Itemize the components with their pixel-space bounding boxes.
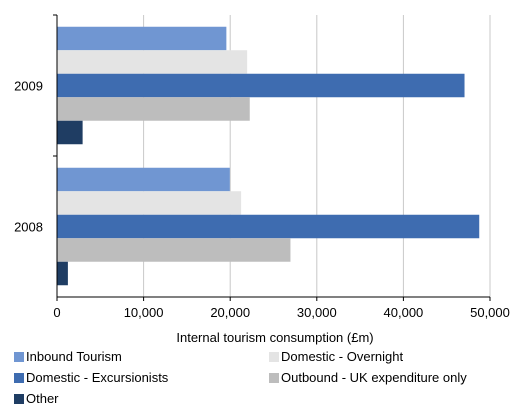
- legend-swatch: [269, 351, 279, 362]
- legend-label: Other: [26, 391, 59, 406]
- x-tick-label: 40,000: [384, 305, 424, 320]
- bar-other-2008: [57, 261, 68, 286]
- bar-domestic-excursionists-2009: [57, 73, 465, 98]
- bar-other-2009: [57, 120, 83, 145]
- bar-domestic-excursionists-2008: [57, 214, 480, 239]
- x-tick-label: 10,000: [124, 305, 164, 320]
- legend-swatch: [14, 351, 24, 362]
- bar-inbound-tourism-2009: [57, 26, 227, 51]
- chart-svg: 0 10,000 20,000 30,000 40,000 50,00020092008 …: [14, 14, 510, 345]
- y-tick-label: 2008: [14, 220, 43, 235]
- axes: 0 10,000 20,000 30,000 40,000 50,000 2009 2008: [14, 14, 510, 320]
- x-axis-title: Internal tourism consumption (£m): [176, 330, 373, 345]
- bar-inbound-tourism-2008: [57, 167, 230, 192]
- legend-item: Domestic - Overnight: [269, 349, 403, 364]
- x-tick-label: 0: [53, 305, 60, 320]
- legend-swatch: [14, 372, 24, 383]
- legend-label: Domestic - Excursionists: [26, 370, 169, 385]
- legend-item: Domestic - Excursionists: [14, 370, 168, 385]
- bar-domestic-overnight-2008: [57, 191, 242, 215]
- x-tick-label: 30,000: [297, 305, 337, 320]
- x-tick-label: 20,000: [210, 305, 250, 320]
- legend-label: Outbound - UK expenditure only: [281, 370, 467, 385]
- bars: [57, 26, 480, 286]
- legend-item: Outbound - UK expenditure only: [269, 370, 467, 385]
- legend-item: Inbound Tourism: [14, 349, 122, 364]
- y-tick-label: 2009: [14, 79, 43, 94]
- bar-outbound-uk-expenditure-only-2008: [57, 238, 291, 262]
- x-tick-label: 50,000: [470, 305, 510, 320]
- legend-swatch: [14, 393, 24, 404]
- bar-outbound-uk-expenditure-only-2009: [57, 97, 250, 121]
- bar-domestic-overnight-2009: [57, 50, 248, 74]
- legend-label: Domestic - Overnight: [281, 349, 404, 364]
- legend-item: Other: [14, 391, 59, 406]
- legend-label: Inbound Tourism: [26, 349, 122, 364]
- legend-swatch: [269, 372, 279, 383]
